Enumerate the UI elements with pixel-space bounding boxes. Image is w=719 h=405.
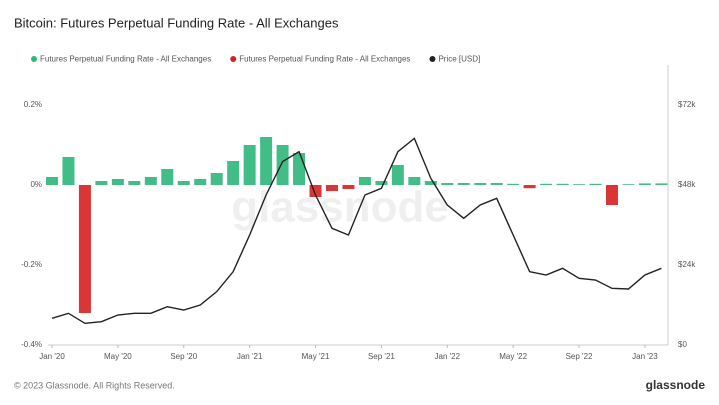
funding-bar — [210, 173, 223, 185]
funding-bar — [556, 183, 569, 185]
y2-tick-label: $24k — [678, 260, 696, 269]
x-tick-label: Jan '22 — [435, 352, 461, 361]
funding-bar — [111, 179, 124, 185]
funding-bar — [194, 179, 207, 185]
funding-bar — [62, 157, 75, 185]
x-tick-label: Jan '20 — [39, 352, 65, 361]
funding-bar — [655, 183, 668, 185]
legend-label: Futures Perpetual Funding Rate - All Exc… — [239, 55, 410, 64]
legend-label: Futures Perpetual Funding Rate - All Exc… — [40, 55, 211, 64]
funding-bar — [358, 177, 371, 185]
x-tick-label: May '22 — [499, 352, 527, 361]
price-line — [51, 137, 662, 325]
funding-bar — [441, 183, 454, 185]
y-tick-label: 0% — [30, 180, 42, 189]
funding-bar — [573, 184, 586, 185]
chart-title: Bitcoin: Futures Perpetual Funding Rate … — [14, 15, 339, 30]
funding-bar — [46, 177, 58, 185]
funding-bar — [638, 183, 651, 185]
funding-bar — [177, 181, 190, 185]
y2-tick-label: $0 — [678, 340, 687, 349]
funding-bar — [523, 185, 536, 189]
footer: © 2023 Glassnode. All Rights Reserved. — [14, 380, 175, 390]
funding-bar — [293, 153, 306, 185]
funding-bar — [276, 145, 289, 185]
funding-bar — [490, 183, 503, 185]
y-tick-label: -0.2% — [21, 260, 42, 269]
funding-bar — [457, 183, 470, 185]
x-tick-label: May '20 — [104, 352, 132, 361]
legend-swatch — [31, 56, 37, 62]
funding-bar — [589, 183, 602, 185]
x-tick-label: Jan '21 — [237, 352, 263, 361]
funding-bar — [375, 181, 388, 185]
funding-bar — [342, 185, 355, 189]
watermark: glassnode — [231, 183, 449, 232]
funding-bar — [325, 185, 338, 191]
funding-bar — [507, 183, 520, 185]
funding-bar — [260, 137, 273, 185]
x-tick-label: Jan '23 — [632, 352, 658, 361]
logo: glassnode — [646, 378, 706, 392]
funding-bar — [227, 161, 240, 185]
funding-bar — [95, 181, 108, 185]
y2-tick-label: $48k — [678, 180, 696, 189]
funding-bar — [128, 181, 141, 185]
funding-bar — [243, 145, 256, 185]
funding-bar — [605, 185, 618, 205]
funding-bar — [540, 183, 553, 185]
legend-label: Price [USD] — [438, 55, 480, 64]
funding-bar — [474, 183, 487, 185]
funding-bar — [622, 184, 635, 185]
y2-tick-label: $72k — [678, 100, 696, 109]
legend-swatch — [230, 56, 237, 62]
x-tick-label: Sep '20 — [170, 352, 197, 361]
funding-bar — [408, 177, 421, 185]
funding-bar — [144, 177, 157, 185]
y-tick-label: 0.2% — [24, 100, 42, 109]
x-tick-label: May '21 — [302, 352, 330, 361]
legend-swatch — [429, 56, 436, 62]
funding-bar — [78, 185, 91, 313]
funding-bar — [391, 165, 404, 185]
x-tick-label: Sep '21 — [368, 352, 395, 361]
y-tick-label: -0.4% — [21, 340, 42, 349]
funding-bar — [424, 181, 437, 185]
x-tick-label: Sep '22 — [566, 352, 593, 361]
funding-bar — [161, 169, 174, 185]
